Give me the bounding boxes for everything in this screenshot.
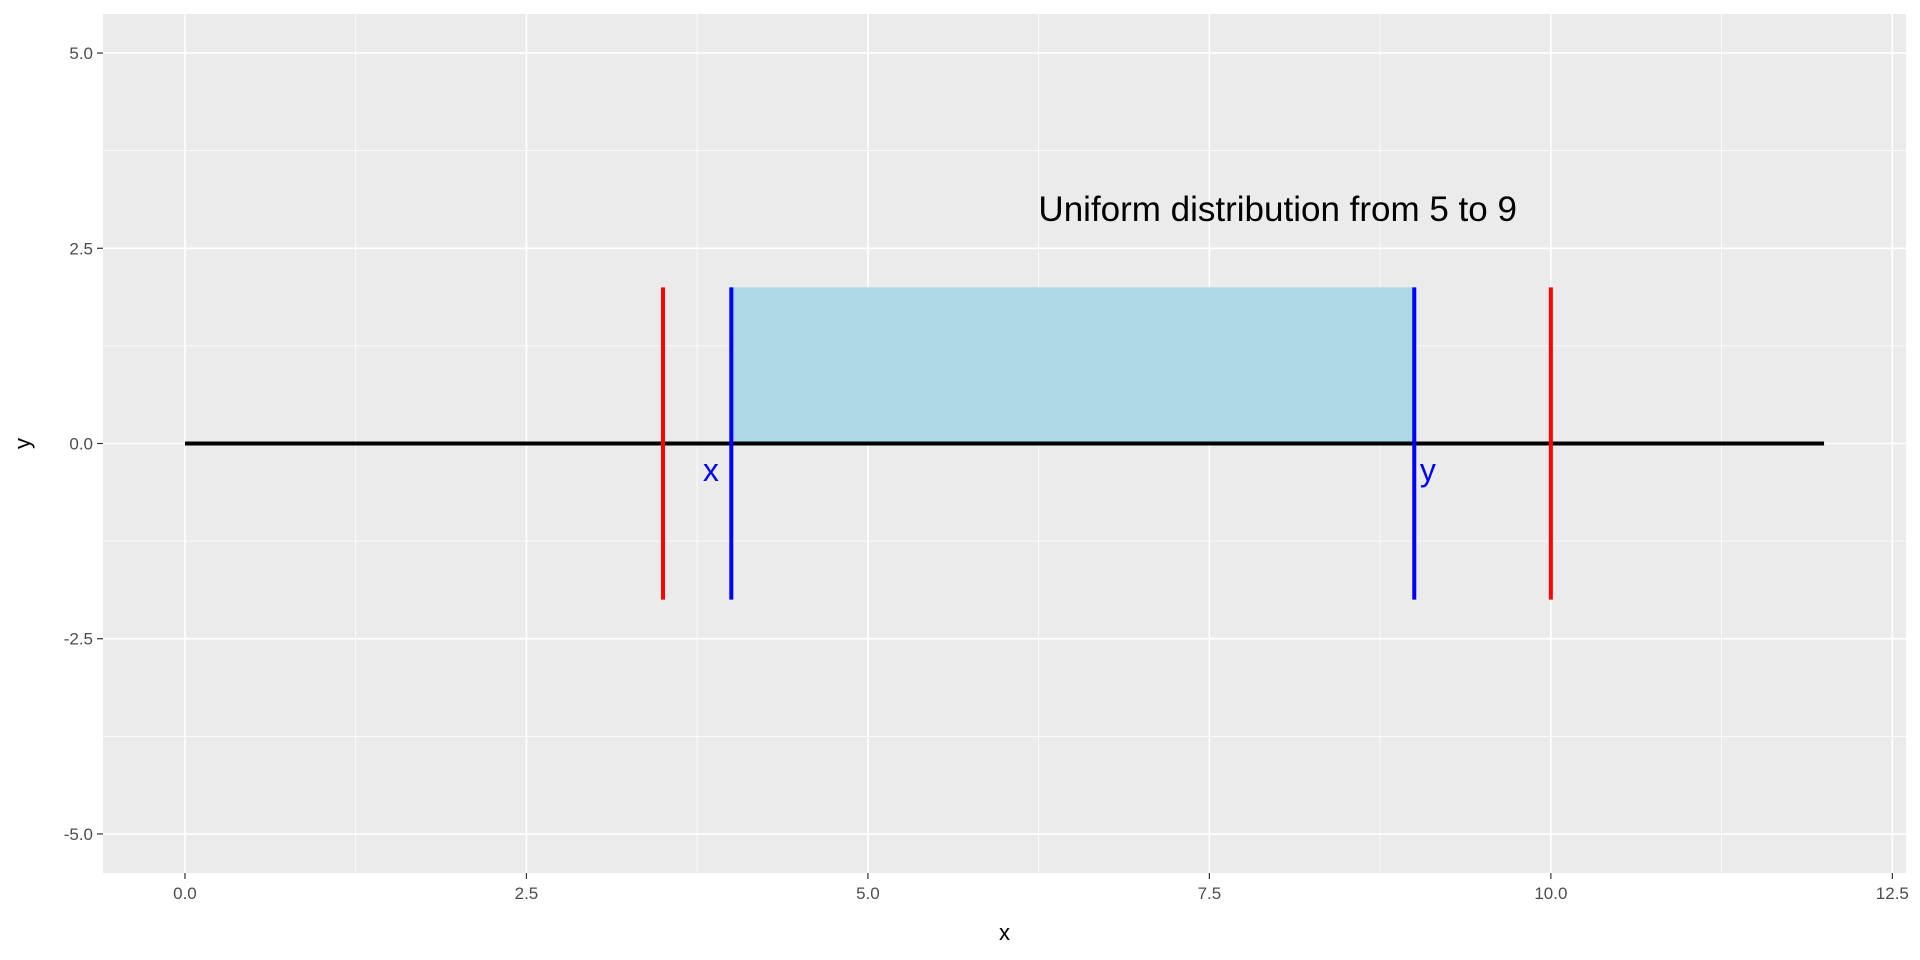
x-tick-label: 5.0 xyxy=(856,884,880,903)
annotation-text: Uniform distribution from 5 to 9 xyxy=(1038,190,1517,229)
y-tick-label: -2.5 xyxy=(64,630,93,649)
x-tick-label: 12.5 xyxy=(1876,884,1909,903)
marker-label-x: x xyxy=(703,452,719,488)
x-tick-label: 10.0 xyxy=(1534,884,1567,903)
y-axis-title: y xyxy=(10,438,35,449)
x-tick-label: 0.0 xyxy=(173,884,197,903)
x-axis-title: x xyxy=(999,920,1010,945)
y-tick-label: 2.5 xyxy=(69,239,93,258)
x-tick-label: 7.5 xyxy=(1198,884,1222,903)
axes: 0.0 2.5 5.0 7.5 10.0 12.5 5.0 2.5 0.0 -2.5 -5.0 xyxy=(64,44,1909,903)
chart-marks: Uniform distribution from 5 to 9 x y xyxy=(184,190,1825,600)
y-tick-label: 5.0 xyxy=(69,44,93,63)
y-tick-label: 0.0 xyxy=(69,435,93,454)
marker-label-y: y xyxy=(1420,452,1436,488)
uniform-density-region xyxy=(731,287,1415,444)
x-tick-label: 2.5 xyxy=(515,884,539,903)
y-tick-label: -5.0 xyxy=(64,825,93,844)
